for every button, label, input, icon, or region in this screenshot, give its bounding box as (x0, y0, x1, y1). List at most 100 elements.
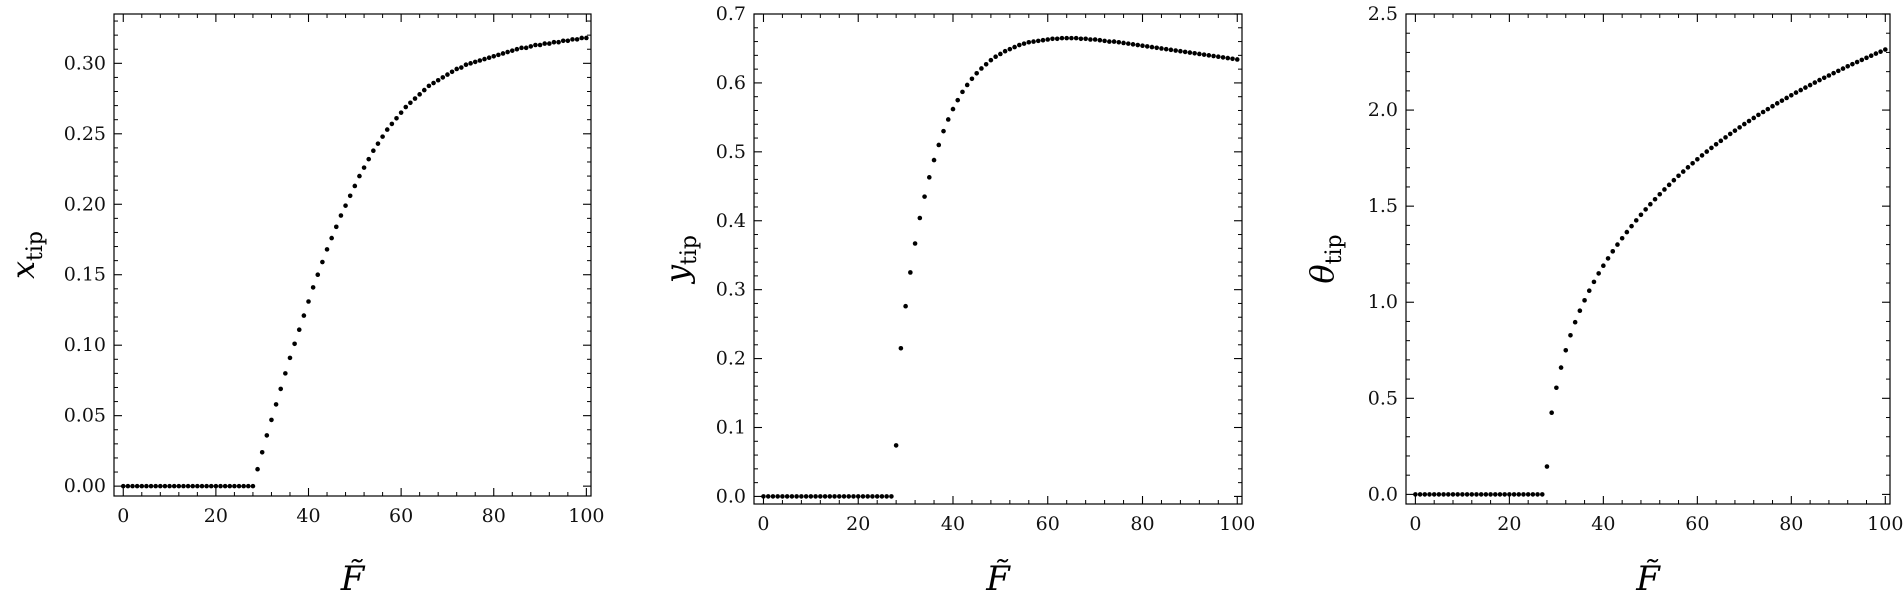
data-point (528, 44, 534, 49)
data-point (912, 241, 918, 246)
data-point (347, 193, 353, 199)
data-point (898, 345, 904, 351)
data-point (148, 483, 154, 489)
data-point (765, 494, 771, 499)
data-point (278, 386, 284, 392)
data-point (264, 433, 270, 438)
data-point (1554, 385, 1559, 391)
data-point (120, 483, 126, 489)
data-point (917, 215, 923, 221)
x-tick-label: 80 (1130, 513, 1154, 535)
x-tick-label: 100 (1867, 513, 1903, 535)
data-point (1464, 492, 1470, 497)
data-point (1883, 47, 1888, 52)
data-point (357, 173, 362, 179)
data-point (1521, 492, 1526, 497)
data-point (1727, 131, 1733, 137)
data-point (1497, 492, 1503, 497)
data-point (1878, 49, 1883, 54)
data-point (1596, 271, 1601, 276)
x-tick-label: 0 (117, 505, 129, 527)
y-axis-label: ytip (658, 235, 702, 285)
data-point (1225, 55, 1231, 61)
data-point (375, 141, 381, 146)
data-point (855, 494, 861, 499)
data-point (1577, 308, 1583, 313)
data-point (1535, 492, 1540, 497)
y-tick-label: 0.3 (716, 279, 746, 301)
data-point (1850, 61, 1855, 67)
data-point (1774, 101, 1780, 106)
data-point (1092, 37, 1098, 42)
x-tick-label: 40 (1591, 513, 1615, 535)
data-point (1723, 135, 1728, 140)
data-point (1624, 229, 1630, 235)
data-point (1206, 53, 1212, 58)
data-point (139, 483, 145, 489)
data-point (547, 41, 552, 46)
data-point (125, 483, 131, 489)
data-point (417, 92, 422, 97)
data-point (1111, 39, 1117, 44)
data-point (1159, 46, 1164, 51)
data-point (1054, 36, 1060, 42)
data-point (1107, 39, 1112, 44)
data-point (974, 70, 979, 76)
data-point (922, 194, 927, 199)
data-point (1064, 35, 1069, 41)
data-point (1793, 90, 1799, 95)
data-point (884, 494, 889, 499)
data-point (1831, 70, 1836, 76)
data-point (463, 62, 469, 68)
data-point (1078, 36, 1084, 42)
data-point (273, 402, 279, 407)
data-point (1483, 492, 1489, 497)
data-point (1549, 410, 1554, 416)
data-point (1601, 263, 1606, 269)
data-point (1572, 319, 1578, 325)
data-point (1017, 42, 1022, 48)
data-point (236, 483, 242, 489)
data-point (551, 39, 557, 45)
data-point (1168, 47, 1174, 53)
data-point (964, 82, 970, 88)
data-point (1154, 45, 1160, 51)
y-axis-label: θtip (1303, 234, 1347, 283)
data-point (1469, 492, 1475, 497)
x-tick-label: 80 (1779, 513, 1803, 535)
data-point (1441, 492, 1446, 497)
data-point (1130, 42, 1136, 47)
y-tick-label: 0.00 (64, 475, 106, 497)
y-tick-label: 0.5 (1368, 387, 1398, 409)
data-point (1455, 492, 1460, 497)
data-point (827, 494, 833, 499)
data-point (190, 483, 196, 489)
data-point (208, 483, 214, 489)
data-point (879, 494, 885, 499)
data-point (1742, 121, 1747, 127)
data-point (1178, 48, 1183, 54)
y-axis-label: xtip (4, 231, 48, 279)
data-point (889, 494, 894, 499)
data-point (232, 483, 237, 489)
data-point (1638, 212, 1644, 218)
data-point (1586, 288, 1592, 294)
data-point (998, 51, 1003, 57)
data-point (1102, 38, 1107, 44)
data-point (1192, 50, 1197, 56)
data-point (185, 483, 191, 489)
data-point (1125, 41, 1131, 46)
data-point (227, 483, 233, 489)
y-axis-label-symbol: y (658, 264, 696, 285)
y-tick-label: 0.7 (716, 3, 746, 25)
data-point (440, 75, 446, 80)
x-axis-label: F̃ (340, 559, 366, 599)
data-point (1737, 125, 1742, 130)
data-point (1121, 40, 1126, 46)
y-tick-label: 2.5 (1368, 3, 1398, 25)
data-point (874, 494, 880, 499)
data-point (153, 483, 158, 489)
data-point (1234, 57, 1240, 62)
data-point (389, 121, 395, 127)
data-point (969, 76, 975, 82)
